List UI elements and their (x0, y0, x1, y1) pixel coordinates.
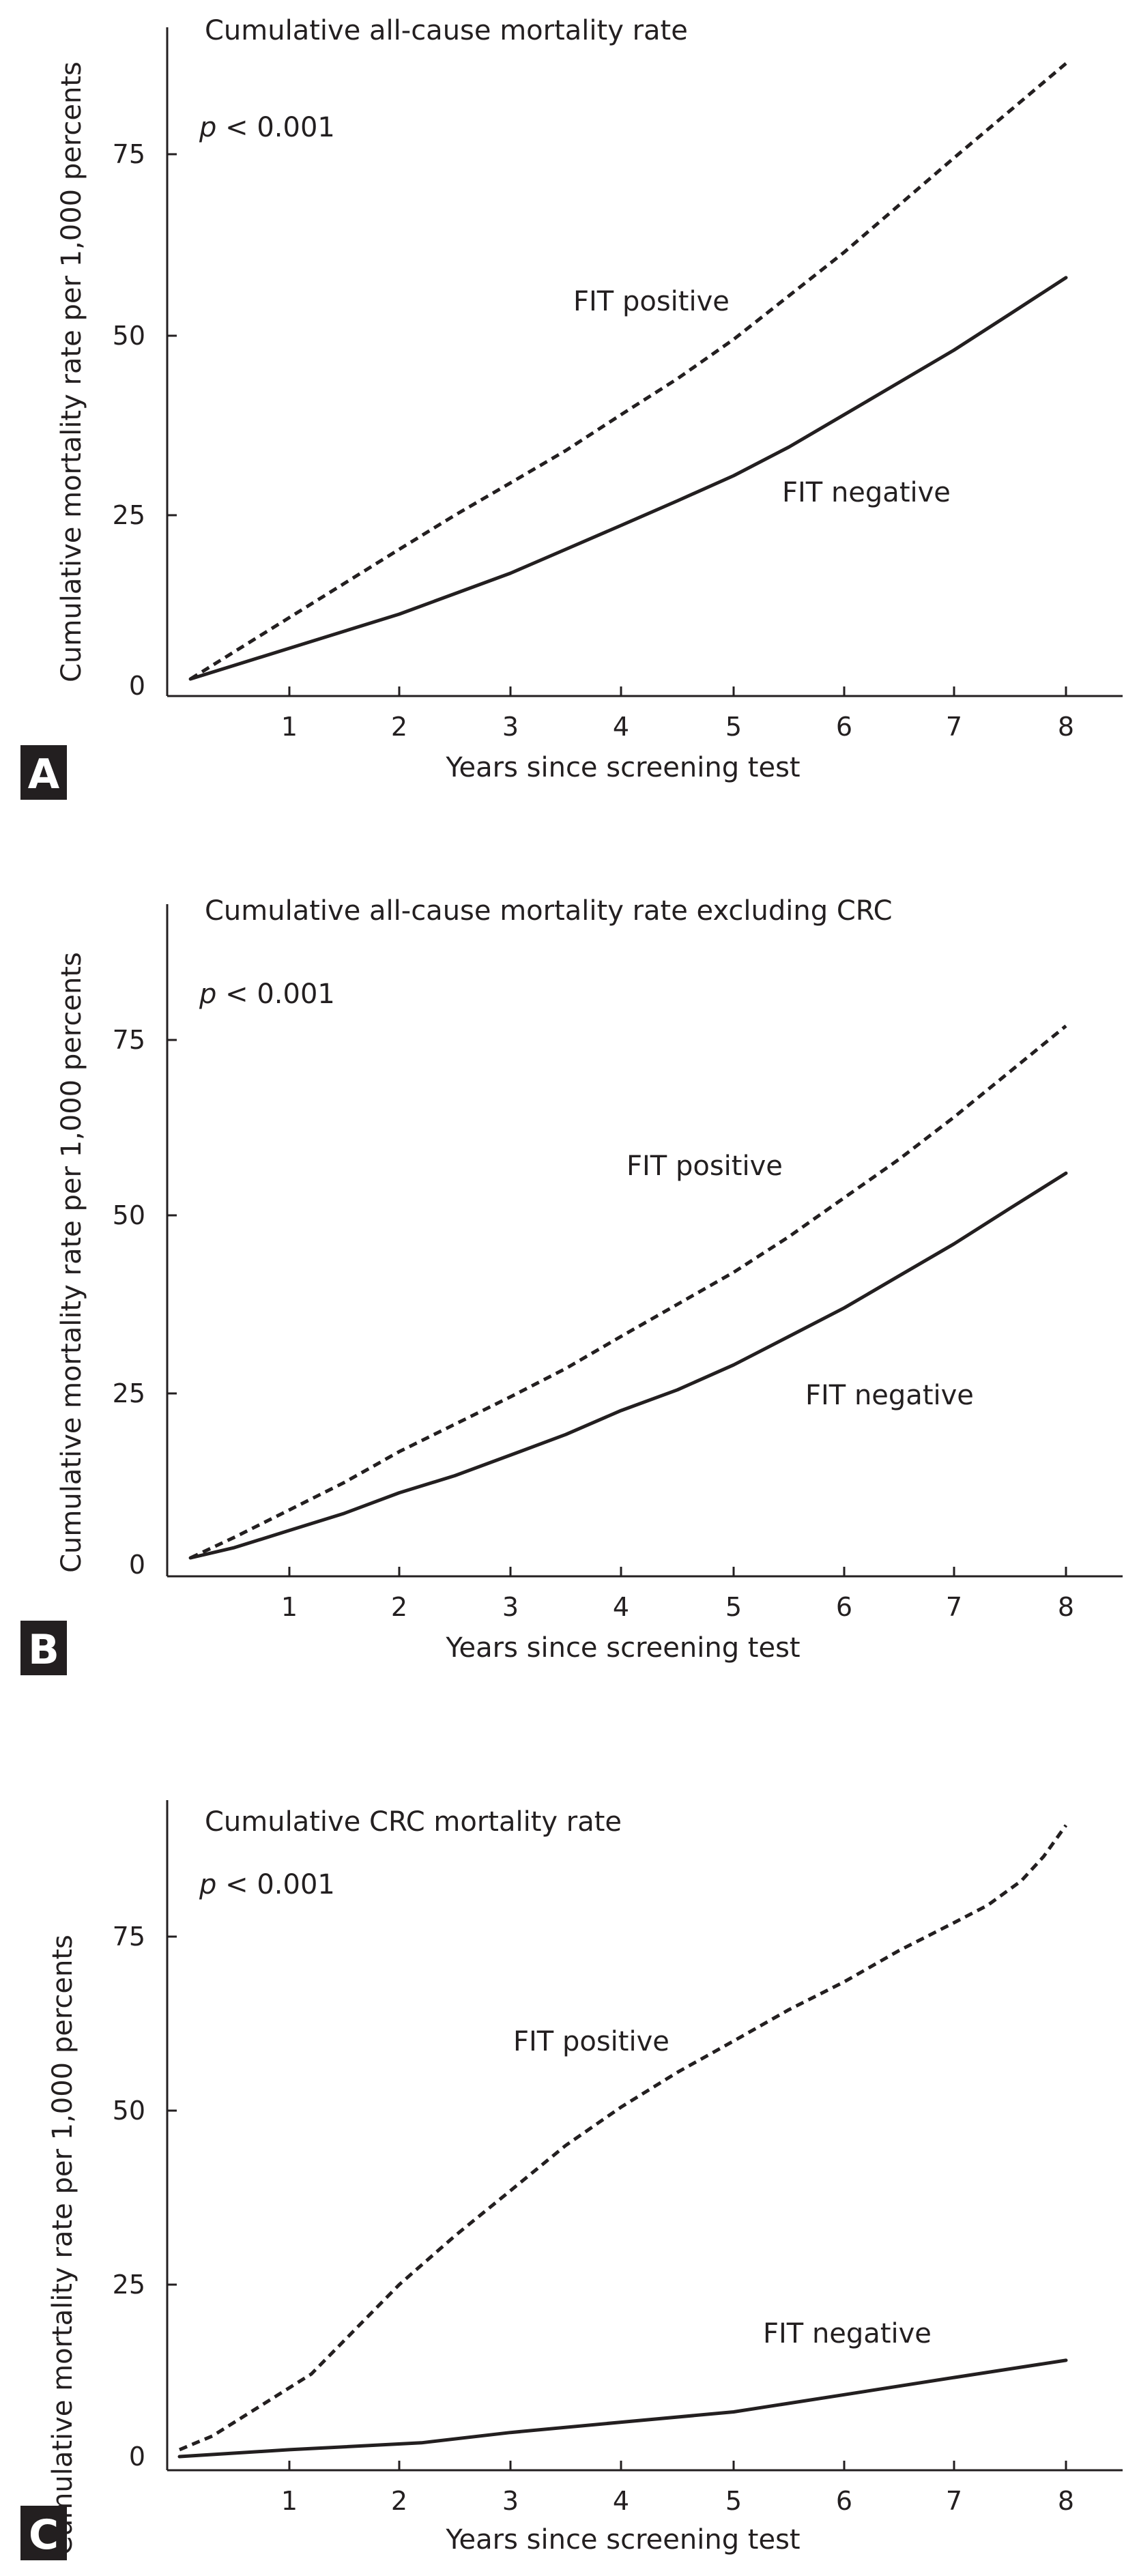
panel-letter-a: A (28, 751, 60, 798)
p-value-b-rest: < 0.001 (216, 979, 334, 1010)
panel-letter-c: C (29, 2511, 59, 2559)
x-tick-label: 4 (613, 712, 629, 742)
series-line-fit-negative-b (188, 1171, 1068, 1560)
x-tick-label: 4 (613, 1592, 629, 1622)
plot-area-a: 1 2 3 4 5 6 7 8 0 25 50 75 (113, 27, 1123, 742)
x-tick-label: 8 (1058, 2486, 1074, 2516)
x-tick-label: 3 (502, 2486, 519, 2516)
panel-c: Cumulative CRC mortality rate p < 0.001 … (20, 1800, 1123, 2560)
series-label-fit-positive-b: FIT positive (626, 1150, 783, 1182)
x-tick-label: 7 (946, 2486, 962, 2516)
x-tick-label: 2 (391, 712, 407, 742)
chart-title-c: Cumulative CRC mortality rate (205, 1806, 622, 1838)
x-axis-label-a: Years since screening test (445, 752, 800, 783)
series-label-fit-negative-a: FIT negative (782, 477, 951, 508)
panel-letter-b: B (28, 1626, 59, 1674)
x-tick-label: 8 (1058, 1592, 1074, 1622)
x-tick-label: 5 (725, 712, 742, 742)
p-value-a: p < 0.001 (199, 112, 335, 143)
panel-letter-box-c (20, 2506, 67, 2560)
y-tick-label: 50 (113, 2096, 145, 2126)
chart-title-b: Cumulative all-cause mortality rate excl… (205, 895, 893, 927)
y-axis-label-a: Cumulative mortality rate per 1,000 perc… (56, 61, 87, 682)
y-tick-label: 75 (113, 1025, 145, 1055)
x-tick-label: 1 (281, 1592, 298, 1622)
y-axis-label-c: Cumulative mortality rate per 1,000 perc… (47, 1935, 78, 2556)
y-tick-label: 25 (113, 500, 145, 530)
y-tick-label: 0 (129, 671, 145, 701)
x-tick-label: 1 (281, 2486, 298, 2516)
x-tick-label: 6 (836, 2486, 852, 2516)
y-tick-label: 25 (113, 1378, 145, 1408)
p-value-c: p < 0.001 (199, 1869, 335, 1900)
y-tick-label: 50 (113, 1200, 145, 1230)
x-axis-label-b: Years since screening test (445, 1632, 800, 1664)
x-tick-label: 3 (502, 1592, 519, 1622)
x-tick-label: 6 (836, 1592, 852, 1622)
p-value-c-rest: < 0.001 (216, 1869, 334, 1900)
x-tick-label: 3 (502, 712, 519, 742)
series-label-fit-positive-a: FIT positive (573, 286, 730, 317)
p-value-b-italic: p (199, 979, 216, 1010)
series-line-fit-negative-a (188, 276, 1068, 681)
x-tick-label: 4 (613, 2486, 629, 2516)
series-line-fit-negative-c (177, 2358, 1068, 2459)
p-value-a-italic: p (199, 112, 216, 143)
x-tick-label: 7 (946, 1592, 962, 1622)
series-label-fit-negative-b: FIT negative (805, 1380, 974, 1411)
p-value-b: p < 0.001 (199, 979, 335, 1010)
panel-letter-box-b (20, 1621, 67, 1675)
x-tick-label: 5 (725, 2486, 742, 2516)
x-axis-label-c: Years since screening test (445, 2524, 800, 2556)
x-tick-label: 5 (725, 1592, 742, 1622)
x-tick-label: 2 (391, 2486, 407, 2516)
y-tick-label: 75 (113, 139, 145, 169)
p-value-a-rest: < 0.001 (216, 112, 334, 143)
x-tick-label: 8 (1058, 712, 1074, 742)
p-value-c-italic: p (199, 1869, 216, 1900)
x-tick-label: 6 (836, 712, 852, 742)
y-tick-label: 25 (113, 2270, 145, 2300)
series-label-fit-negative-c: FIT negative (763, 2318, 932, 2349)
y-tick-label: 0 (129, 2442, 145, 2472)
panel-b: Cumulative all-cause mortality rate excl… (20, 895, 1123, 1675)
series-line-fit-positive-a (189, 62, 1067, 681)
y-tick-label: 75 (113, 1922, 145, 1952)
y-tick-label: 0 (129, 1550, 145, 1580)
panel-a: Cumulative all-cause mortality rate p < … (20, 15, 1123, 800)
plot-area-c: 1 2 3 4 5 6 7 8 0 25 50 75 (113, 1800, 1123, 2516)
y-tick-label: 50 (113, 321, 145, 351)
x-tick-label: 7 (946, 712, 962, 742)
chart-title-a: Cumulative all-cause mortality rate (205, 15, 688, 46)
series-label-fit-positive-c: FIT positive (513, 2026, 669, 2057)
y-axis-label-b: Cumulative mortality rate per 1,000 perc… (56, 952, 87, 1573)
x-tick-label: 2 (391, 1592, 407, 1622)
plot-area-b: 1 2 3 4 5 6 7 8 0 25 50 75 (113, 904, 1123, 1622)
panel-letter-box-a (20, 745, 67, 800)
series-line-fit-positive-c (179, 1824, 1068, 2452)
x-tick-label: 1 (281, 712, 298, 742)
series-line-fit-positive-b (190, 1024, 1067, 1560)
